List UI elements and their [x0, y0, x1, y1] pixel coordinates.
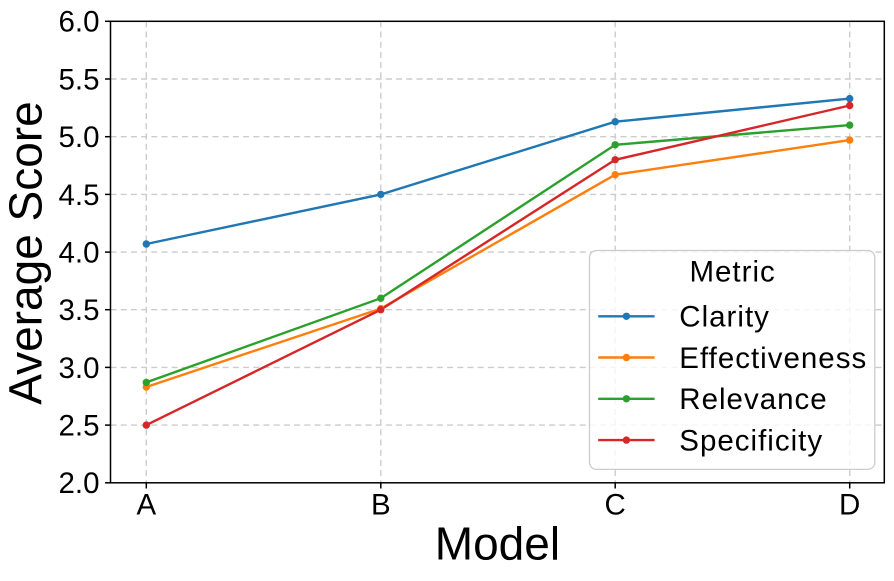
svg-text:Relevance: Relevance [679, 383, 827, 416]
svg-text:3.0: 3.0 [58, 352, 99, 385]
svg-text:3.5: 3.5 [58, 294, 99, 327]
svg-text:Specificity: Specificity [679, 425, 823, 458]
svg-text:C: C [605, 489, 626, 522]
svg-text:4.0: 4.0 [58, 237, 99, 270]
svg-text:6.0: 6.0 [58, 6, 99, 39]
svg-text:Clarity: Clarity [679, 301, 770, 334]
svg-text:D: D [839, 489, 860, 522]
svg-text:Model: Model [435, 518, 560, 570]
svg-text:A: A [136, 489, 156, 522]
svg-text:Metric: Metric [689, 256, 775, 289]
svg-text:Average Score: Average Score [0, 101, 52, 404]
svg-text:2.0: 2.0 [58, 467, 99, 500]
svg-text:Effectiveness: Effectiveness [679, 342, 867, 375]
svg-text:B: B [371, 489, 391, 522]
svg-text:5.5: 5.5 [58, 63, 99, 96]
svg-text:2.5: 2.5 [58, 410, 99, 443]
svg-text:4.5: 4.5 [58, 179, 99, 212]
svg-text:5.0: 5.0 [58, 121, 99, 154]
